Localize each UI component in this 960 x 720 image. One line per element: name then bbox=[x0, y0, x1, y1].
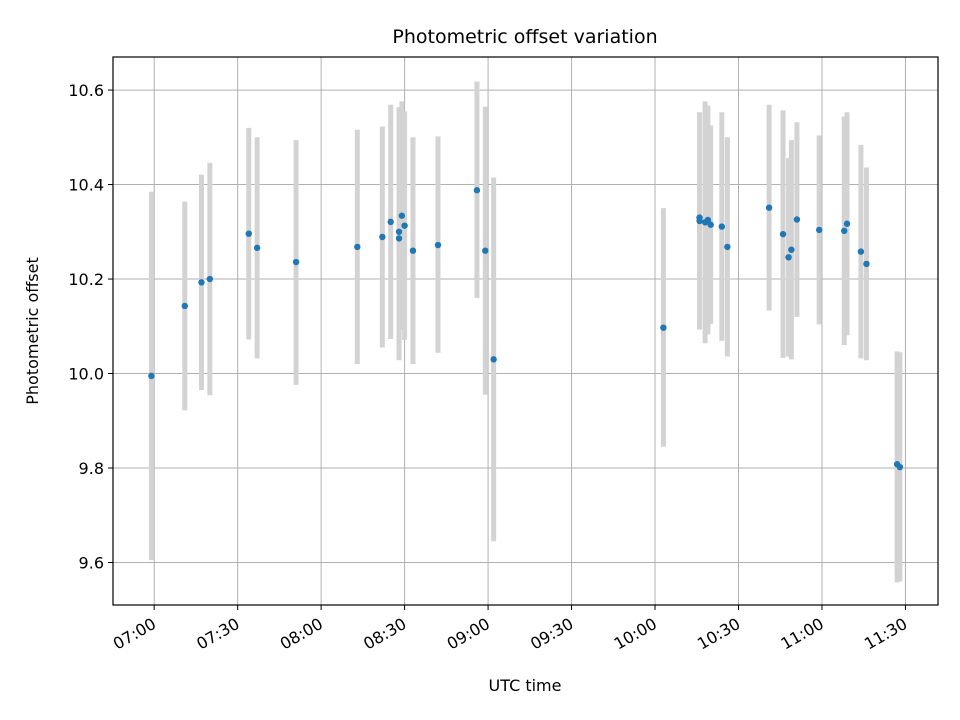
data-point bbox=[815, 226, 823, 234]
data-point bbox=[434, 241, 442, 249]
x-axis-label: UTC time bbox=[489, 676, 562, 695]
data-point bbox=[779, 230, 787, 238]
data-point bbox=[788, 246, 795, 253]
data-point bbox=[379, 233, 386, 241]
data-point bbox=[387, 218, 394, 226]
data-point bbox=[473, 187, 481, 194]
data-point bbox=[398, 212, 406, 219]
data-point bbox=[785, 254, 792, 261]
data-point bbox=[857, 248, 865, 255]
y-tick-label: 10.4 bbox=[68, 176, 104, 195]
data-point bbox=[409, 247, 417, 254]
data-point bbox=[354, 243, 361, 251]
data-point bbox=[793, 216, 801, 223]
plot-frame bbox=[112, 56, 939, 606]
data-point bbox=[395, 235, 403, 242]
data-point bbox=[696, 217, 703, 225]
data-point bbox=[765, 204, 773, 211]
data-points bbox=[148, 187, 904, 471]
data-point bbox=[896, 463, 904, 471]
y-tick-label: 10.6 bbox=[68, 81, 104, 100]
data-point bbox=[292, 258, 300, 266]
data-point bbox=[660, 324, 667, 331]
data-point bbox=[181, 302, 188, 310]
data-point bbox=[718, 223, 726, 230]
data-point bbox=[206, 275, 214, 283]
y-tick-label: 9.8 bbox=[79, 459, 104, 478]
y-tick-label: 10.0 bbox=[68, 365, 104, 384]
data-point bbox=[843, 220, 851, 227]
data-point bbox=[401, 222, 408, 229]
y-tick-label: 9.6 bbox=[79, 553, 104, 572]
data-point bbox=[198, 279, 205, 286]
grid bbox=[113, 57, 938, 605]
data-point bbox=[863, 260, 870, 268]
y-axis-label: Photometric offset bbox=[23, 257, 42, 405]
data-point bbox=[253, 244, 261, 252]
y-tick-label: 10.2 bbox=[68, 270, 104, 289]
data-point bbox=[245, 230, 252, 237]
data-point bbox=[724, 243, 731, 251]
data-point bbox=[482, 247, 489, 254]
data-point bbox=[704, 216, 712, 224]
data-point bbox=[490, 356, 497, 363]
data-point bbox=[148, 372, 155, 380]
y-axis: 9.6 9.8 10.0 10.2 10.4 10.6 bbox=[68, 81, 113, 572]
data-point bbox=[395, 228, 403, 235]
data-point bbox=[841, 227, 848, 235]
chart-title: Photometric offset variation bbox=[392, 26, 657, 48]
data-point bbox=[707, 221, 714, 228]
